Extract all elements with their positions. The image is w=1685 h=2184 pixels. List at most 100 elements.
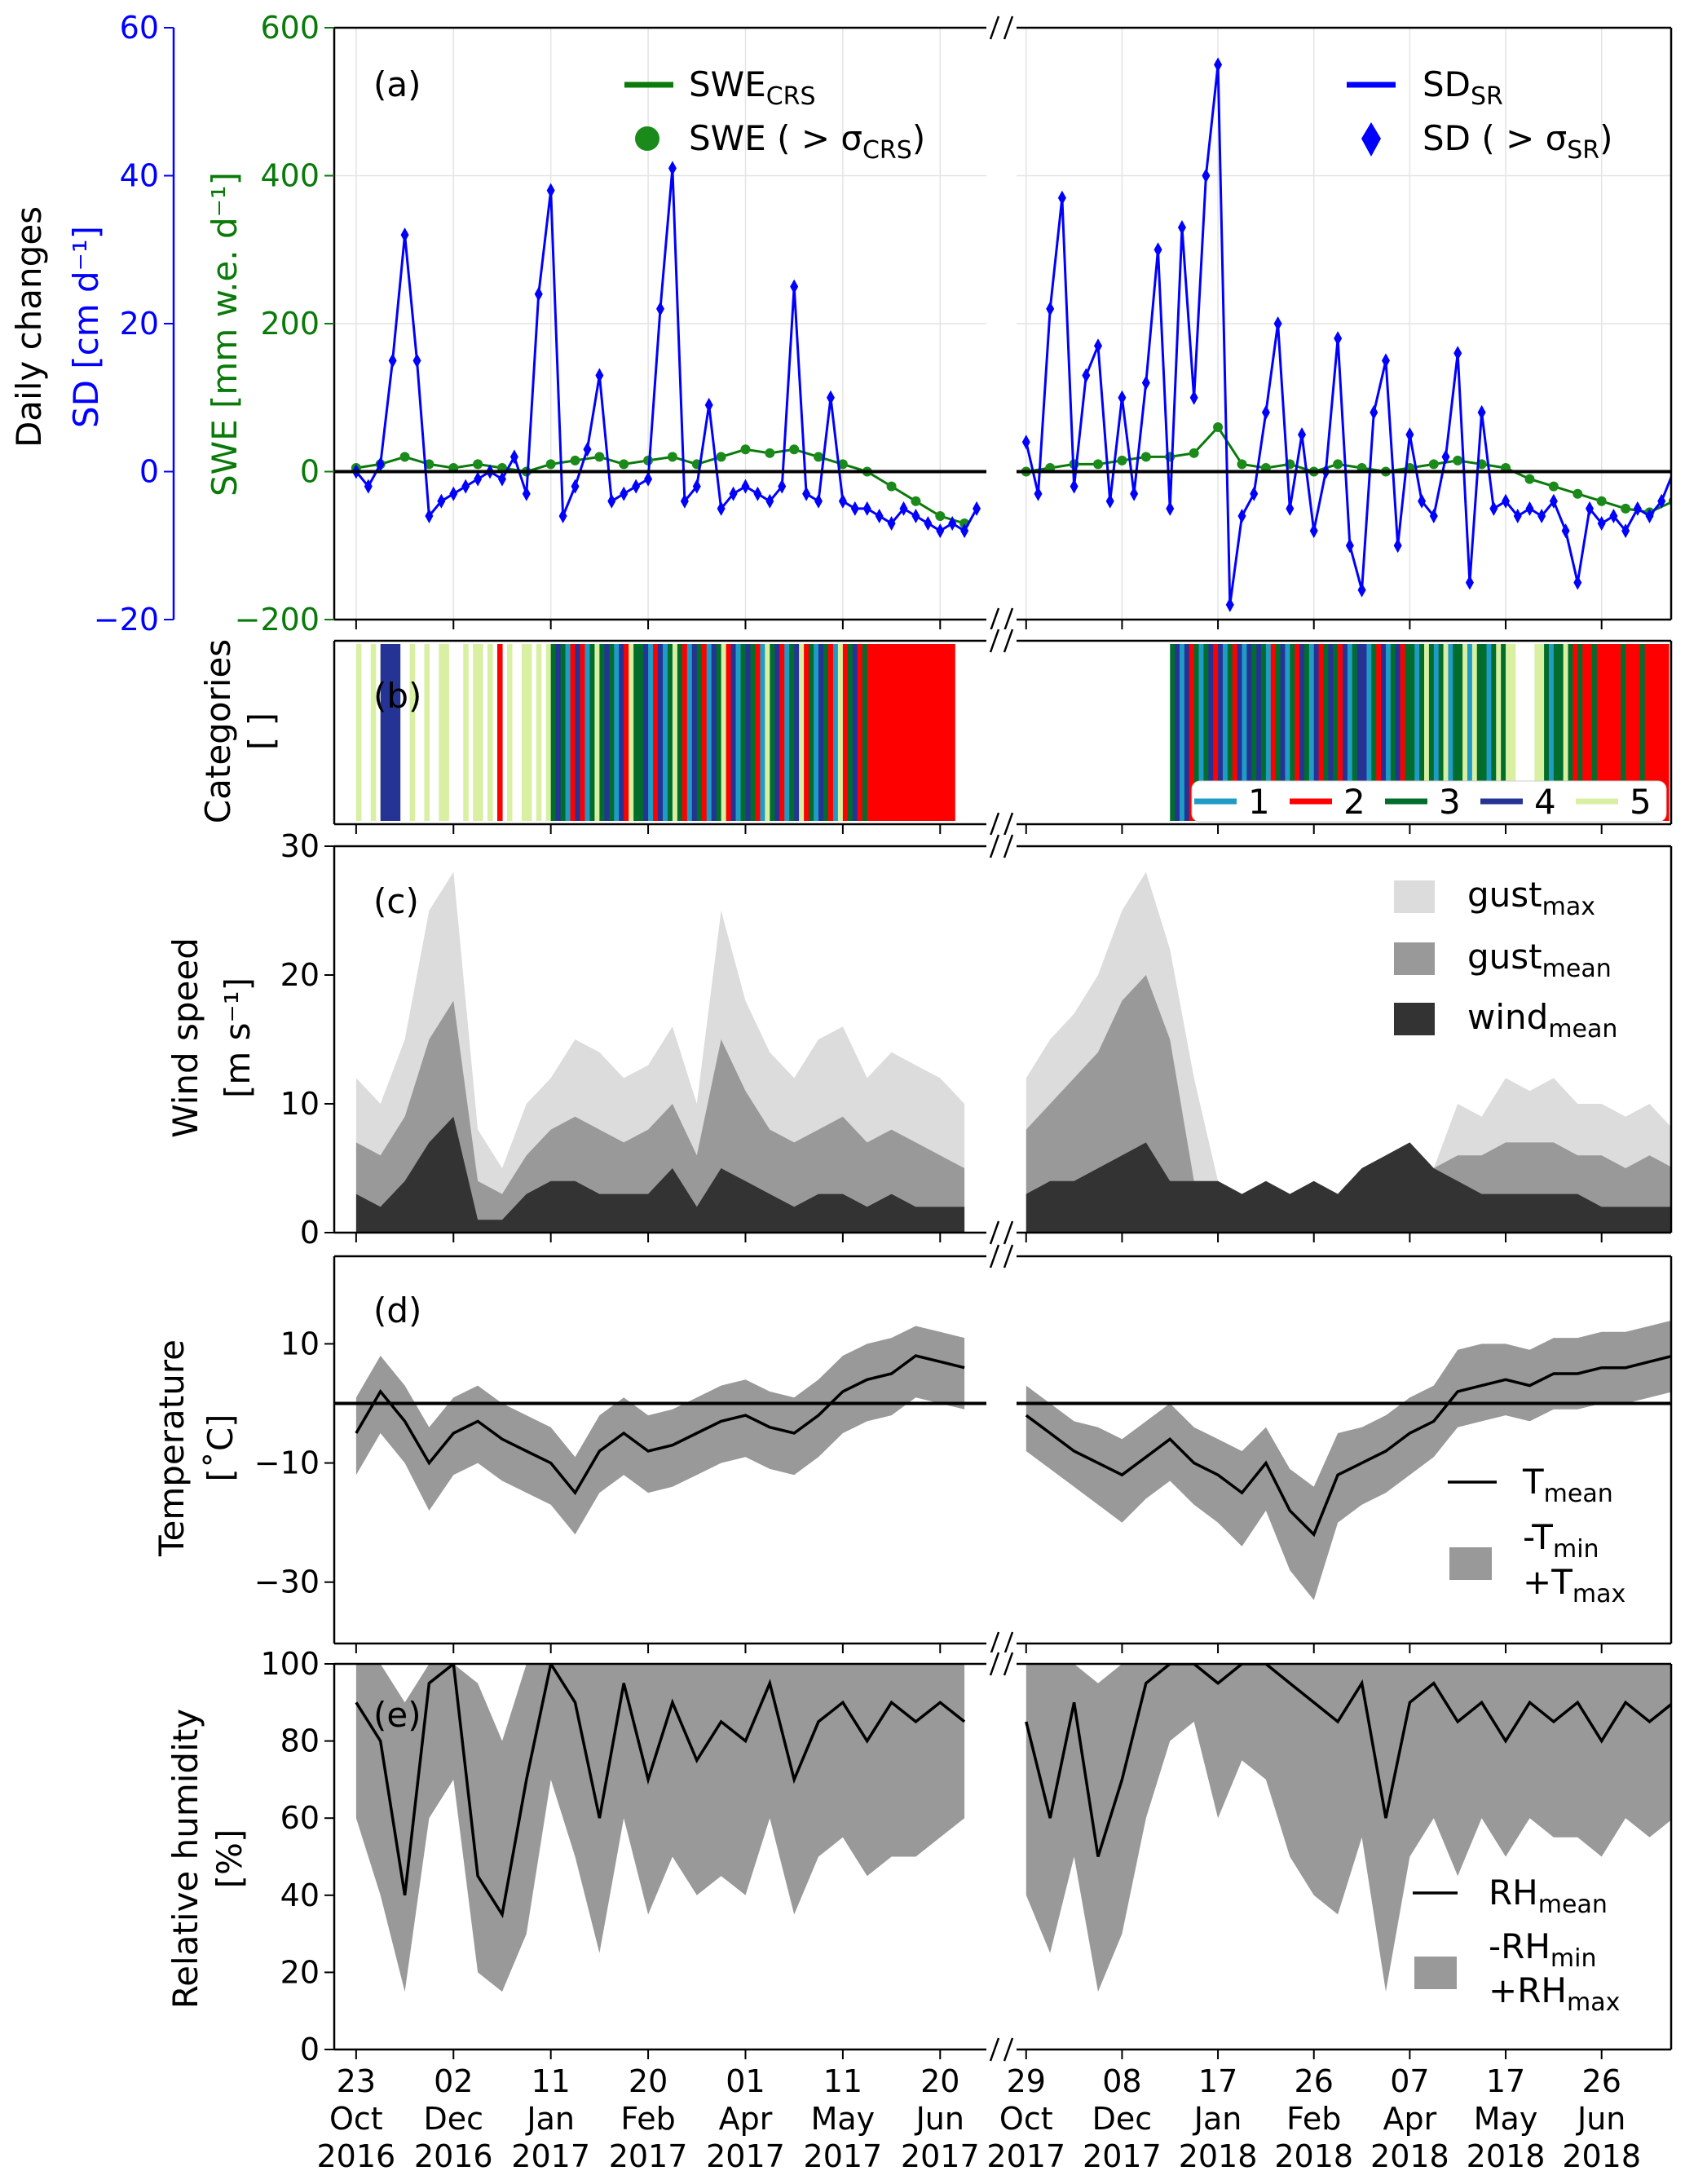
y-axis-label-temperature: Temperature (152, 1339, 192, 1557)
x-tick-label: 01 (726, 2063, 765, 2099)
category-bar-2 (1270, 644, 1277, 821)
x-tick-label: 11 (823, 2063, 862, 2099)
humidity-mean-line (355, 1664, 966, 1919)
category-bar-1 (1308, 644, 1315, 821)
category-bar-5 (521, 644, 527, 821)
gust-mean-area (1026, 975, 1671, 1233)
category-bar-4 (1280, 644, 1286, 821)
category-bar-2 (1582, 644, 1588, 821)
axis-break-mark (989, 1220, 1000, 1245)
x-tick-label: 2018 (1274, 2138, 1353, 2174)
x-tick-label: Jan (1193, 2101, 1242, 2137)
sd-point (449, 486, 458, 501)
category-bar-2 (1587, 644, 1593, 821)
category-bar-2 (1611, 644, 1617, 821)
axis-break-mark (989, 812, 1000, 836)
category-bar-4 (730, 644, 737, 821)
wind-mean-area (1026, 1142, 1671, 1233)
category-bar-2 (911, 644, 917, 821)
category-bar-2 (906, 644, 912, 821)
category-bar-5 (1424, 644, 1430, 821)
sd-point (497, 471, 506, 487)
legend-tmax-label: +Tmax (1523, 1562, 1625, 1608)
sd-point (1405, 427, 1414, 443)
x-tick-label: 2018 (1370, 2138, 1449, 2174)
category-bar-3 (1591, 644, 1598, 821)
category-bar-5 (799, 644, 805, 821)
category-bar-4 (852, 644, 858, 821)
sd-point (741, 479, 750, 494)
sd-point (1418, 493, 1427, 509)
sd-point (571, 479, 580, 494)
category-bar-3 (560, 644, 567, 821)
y-axis-unit-categories: [ ] (241, 713, 281, 750)
category-bar-2 (1654, 644, 1660, 821)
category-bar-3 (823, 644, 829, 821)
sd-point (948, 516, 957, 532)
category-bar-5 (1563, 644, 1569, 821)
sd-point (620, 486, 629, 501)
category-bar-5 (545, 644, 552, 821)
y-tick-label: 60 (120, 10, 159, 46)
category-bar-2 (876, 644, 883, 821)
y-axis-label-swe: SWE [mm w.e. d⁻¹] (205, 172, 245, 496)
category-bar-1 (614, 644, 620, 821)
category-bar-3 (862, 644, 868, 821)
category-bar-3 (740, 644, 747, 821)
category-bar-5 (1539, 644, 1545, 821)
axis-break-mark (1003, 629, 1014, 653)
y-axis-unit-wind-speed: [m s⁻¹] (218, 977, 258, 1098)
sd-point (765, 493, 774, 509)
legend-swe-dot-label-main: SWE ( > σ (689, 118, 862, 158)
category-bar-5 (424, 644, 430, 821)
sd-point (1453, 346, 1462, 361)
swe-point (1213, 422, 1224, 433)
sd-point (668, 161, 677, 176)
category-bar-2 (950, 644, 955, 821)
sd-point (1034, 486, 1043, 501)
sd-point (1609, 508, 1618, 523)
y-axis-label-categories: Categories (198, 639, 238, 823)
category-bar-5 (478, 644, 483, 821)
sd-series-line (355, 168, 978, 533)
y-axis-label-daily-changes: Daily changes (9, 206, 49, 448)
x-tick-label: 2018 (1467, 2138, 1546, 2174)
x-tick-label: 26 (1295, 2063, 1334, 2099)
category-bar-5 (1496, 644, 1502, 821)
swe-point (619, 459, 629, 470)
category-bar-3 (789, 644, 795, 821)
category-bar-1 (1222, 644, 1228, 821)
category-bar-2 (779, 644, 785, 821)
category-bar-5 (721, 644, 727, 821)
legend-swe-line-label: SWECRS (689, 64, 816, 111)
swe-point (399, 452, 410, 462)
sd-point (1082, 368, 1091, 383)
sd-point (1621, 523, 1630, 539)
category-bar-3 (1501, 644, 1506, 821)
category-bar-4 (390, 644, 396, 821)
y-tick-label: 80 (280, 1723, 320, 1759)
sd-point (1214, 57, 1223, 73)
panel-c-plot-1 (1026, 871, 1671, 1233)
sd-point (1441, 449, 1450, 465)
category-bar-4 (1175, 644, 1180, 821)
axis-break-mark (989, 1652, 1000, 1676)
sd-point (461, 479, 470, 494)
swe-point (765, 448, 775, 458)
category-bar-5 (1534, 644, 1540, 821)
category-bar-1 (1198, 644, 1205, 821)
sd-point (1502, 493, 1511, 509)
x-tick-label: 2017 (1083, 2138, 1162, 2174)
sd-point (388, 353, 397, 368)
swe-point (1117, 455, 1127, 465)
legend-rhmean-label: RHmean (1489, 1873, 1608, 1919)
temperature-mean-line (355, 1354, 965, 1496)
sd-point (546, 183, 555, 198)
x-tick-label: Dec (423, 2101, 483, 2137)
category-bar-1 (1486, 644, 1492, 821)
legend-rhmean-label-sub: mean (1538, 1891, 1608, 1919)
sd-point (1357, 582, 1366, 598)
x-tick-label: 2017 (609, 2138, 688, 2174)
sd-point (607, 493, 616, 509)
sd-point (558, 508, 567, 523)
